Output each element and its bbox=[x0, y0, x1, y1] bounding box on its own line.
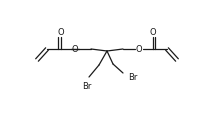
Text: O: O bbox=[136, 45, 142, 54]
Text: Br: Br bbox=[82, 82, 92, 91]
Text: Br: Br bbox=[128, 73, 138, 82]
Text: O: O bbox=[72, 45, 78, 54]
Text: O: O bbox=[58, 28, 64, 37]
Text: O: O bbox=[150, 28, 156, 37]
